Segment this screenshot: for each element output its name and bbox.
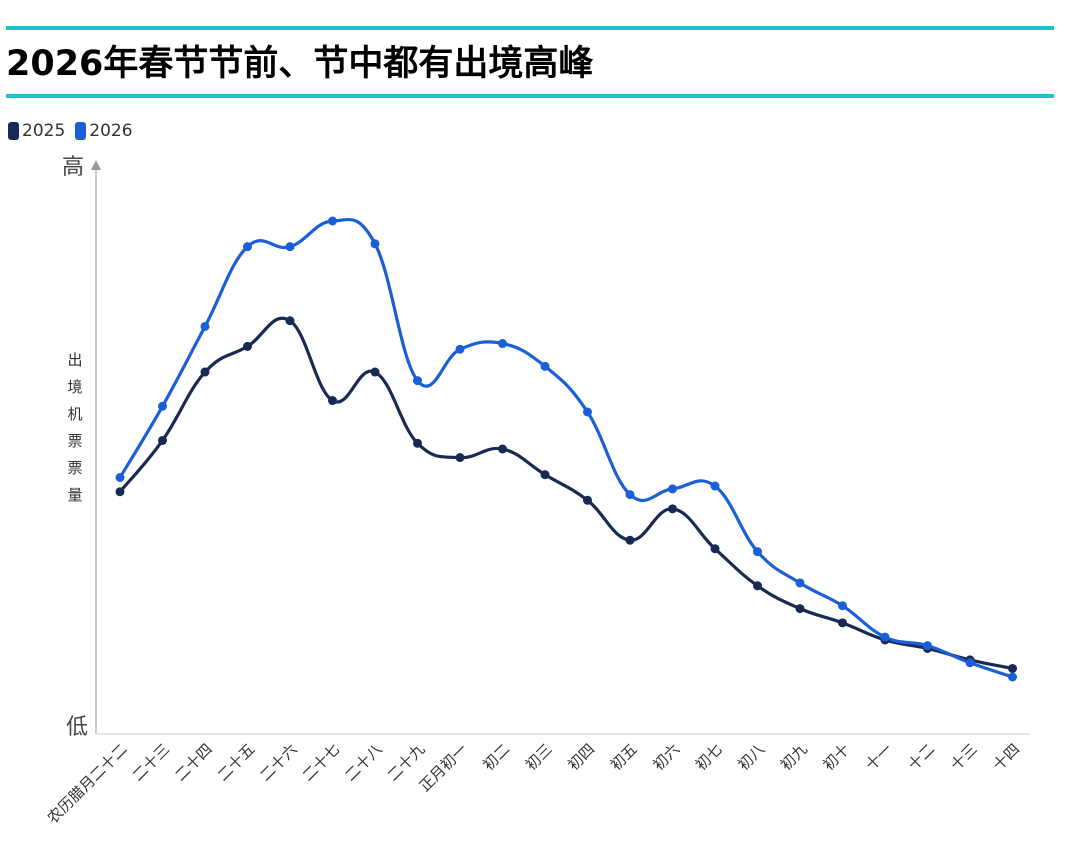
x-tick-label: 二十六 <box>256 740 301 785</box>
x-tick-label: 十一 <box>862 740 896 774</box>
series-line-2025 <box>118 316 1015 671</box>
data-point-2025-9[interactable] <box>498 444 507 454</box>
data-point-2026-9[interactable] <box>498 339 507 349</box>
data-point-2026-5[interactable] <box>328 216 337 226</box>
data-point-2025-11[interactable] <box>583 495 592 505</box>
legend-label-2026: 2026 <box>89 121 133 141</box>
data-point-2026-2[interactable] <box>200 321 210 331</box>
series-line-2026 <box>118 217 1015 679</box>
data-point-2026-20[interactable] <box>965 658 975 668</box>
series-points <box>115 216 1017 682</box>
data-point-2026-11[interactable] <box>583 407 592 417</box>
x-tick-label: 十四 <box>989 740 1023 774</box>
data-point-2025-12[interactable] <box>625 535 635 545</box>
y-axis-arrow <box>91 160 101 170</box>
axes: 高低 <box>62 155 1030 740</box>
title-top-rule <box>6 26 1054 30</box>
legend: 2025 2026 <box>8 120 143 142</box>
x-tick-label: 初十 <box>819 740 853 774</box>
data-point-2025-2[interactable] <box>200 367 210 377</box>
x-tick-label: 十三 <box>947 740 981 774</box>
x-tick-label: 初五 <box>607 740 641 774</box>
data-point-2025-15[interactable] <box>753 581 762 591</box>
data-point-2026-4[interactable] <box>285 242 295 252</box>
data-point-2025-17[interactable] <box>838 618 847 628</box>
data-point-2025-6[interactable] <box>370 367 380 377</box>
data-point-2025-5[interactable] <box>328 396 337 406</box>
y-axis-top-label: 高 <box>62 155 84 180</box>
x-tick-label: 二十三 <box>129 740 174 785</box>
x-tick-label: 二十五 <box>214 740 259 785</box>
data-point-2026-6[interactable] <box>370 239 380 249</box>
x-tick-label: 农历腊月二十二 <box>44 740 131 827</box>
data-point-2026-13[interactable] <box>668 484 677 494</box>
x-tick-label: 初二 <box>479 740 513 774</box>
data-point-2026-3[interactable] <box>243 242 252 252</box>
title-bottom-rule <box>6 94 1054 98</box>
x-tick-label: 初九 <box>777 740 811 774</box>
data-point-2026-8[interactable] <box>455 344 465 354</box>
data-point-2026-16[interactable] <box>795 578 805 588</box>
data-point-2026-17[interactable] <box>838 601 847 611</box>
x-tick-label: 二十四 <box>171 740 216 785</box>
legend-label-2025: 2025 <box>22 121 66 141</box>
data-point-2026-7[interactable] <box>413 376 422 386</box>
x-tick-label: 初八 <box>734 740 768 774</box>
data-point-2026-0[interactable] <box>115 473 125 482</box>
data-point-2025-10[interactable] <box>540 470 550 480</box>
legend-item-2025[interactable]: 2025 <box>8 121 65 141</box>
chart-title: 2026年春节节前、节中都有出境高峰 <box>6 44 594 84</box>
data-point-2026-12[interactable] <box>625 490 635 500</box>
legend-swatch-2026 <box>75 122 87 140</box>
data-point-2026-19[interactable] <box>923 641 932 651</box>
x-tick-label: 初三 <box>522 740 556 774</box>
data-point-2025-13[interactable] <box>668 504 677 514</box>
data-point-2026-14[interactable] <box>710 481 720 491</box>
data-point-2025-1[interactable] <box>158 435 167 445</box>
data-point-2025-21[interactable] <box>1008 663 1017 673</box>
data-point-2026-15[interactable] <box>753 547 762 557</box>
data-point-2026-10[interactable] <box>540 361 550 371</box>
x-tick-label: 二十八 <box>341 740 386 785</box>
x-tick-label: 初四 <box>564 740 598 774</box>
data-point-2026-1[interactable] <box>158 401 167 411</box>
x-tick-label: 正月初一 <box>416 740 471 795</box>
y-axis-bottom-label: 低 <box>66 715 88 740</box>
data-point-2026-21[interactable] <box>1008 672 1017 682</box>
y-axis-title: 出境机票票量 <box>67 351 82 504</box>
data-point-2025-0[interactable] <box>115 487 125 497</box>
data-point-2025-8[interactable] <box>455 453 465 463</box>
y-axis-title-text: 出境机票票量 <box>67 351 82 504</box>
legend-item-2026[interactable]: 2026 <box>75 121 133 141</box>
data-point-2026-18[interactable] <box>880 632 890 642</box>
x-tick-label: 初七 <box>692 740 726 774</box>
x-tick-label: 初六 <box>649 740 683 774</box>
x-tick-label: 十二 <box>904 740 938 774</box>
legend-swatch-2025 <box>8 122 19 140</box>
data-point-2025-3[interactable] <box>243 341 252 351</box>
data-point-2025-16[interactable] <box>795 604 805 614</box>
series-lines <box>118 217 1015 679</box>
x-tick-label: 二十七 <box>299 740 344 785</box>
data-point-2025-7[interactable] <box>413 438 422 448</box>
data-point-2025-14[interactable] <box>710 544 720 554</box>
data-point-2025-4[interactable] <box>285 316 295 326</box>
